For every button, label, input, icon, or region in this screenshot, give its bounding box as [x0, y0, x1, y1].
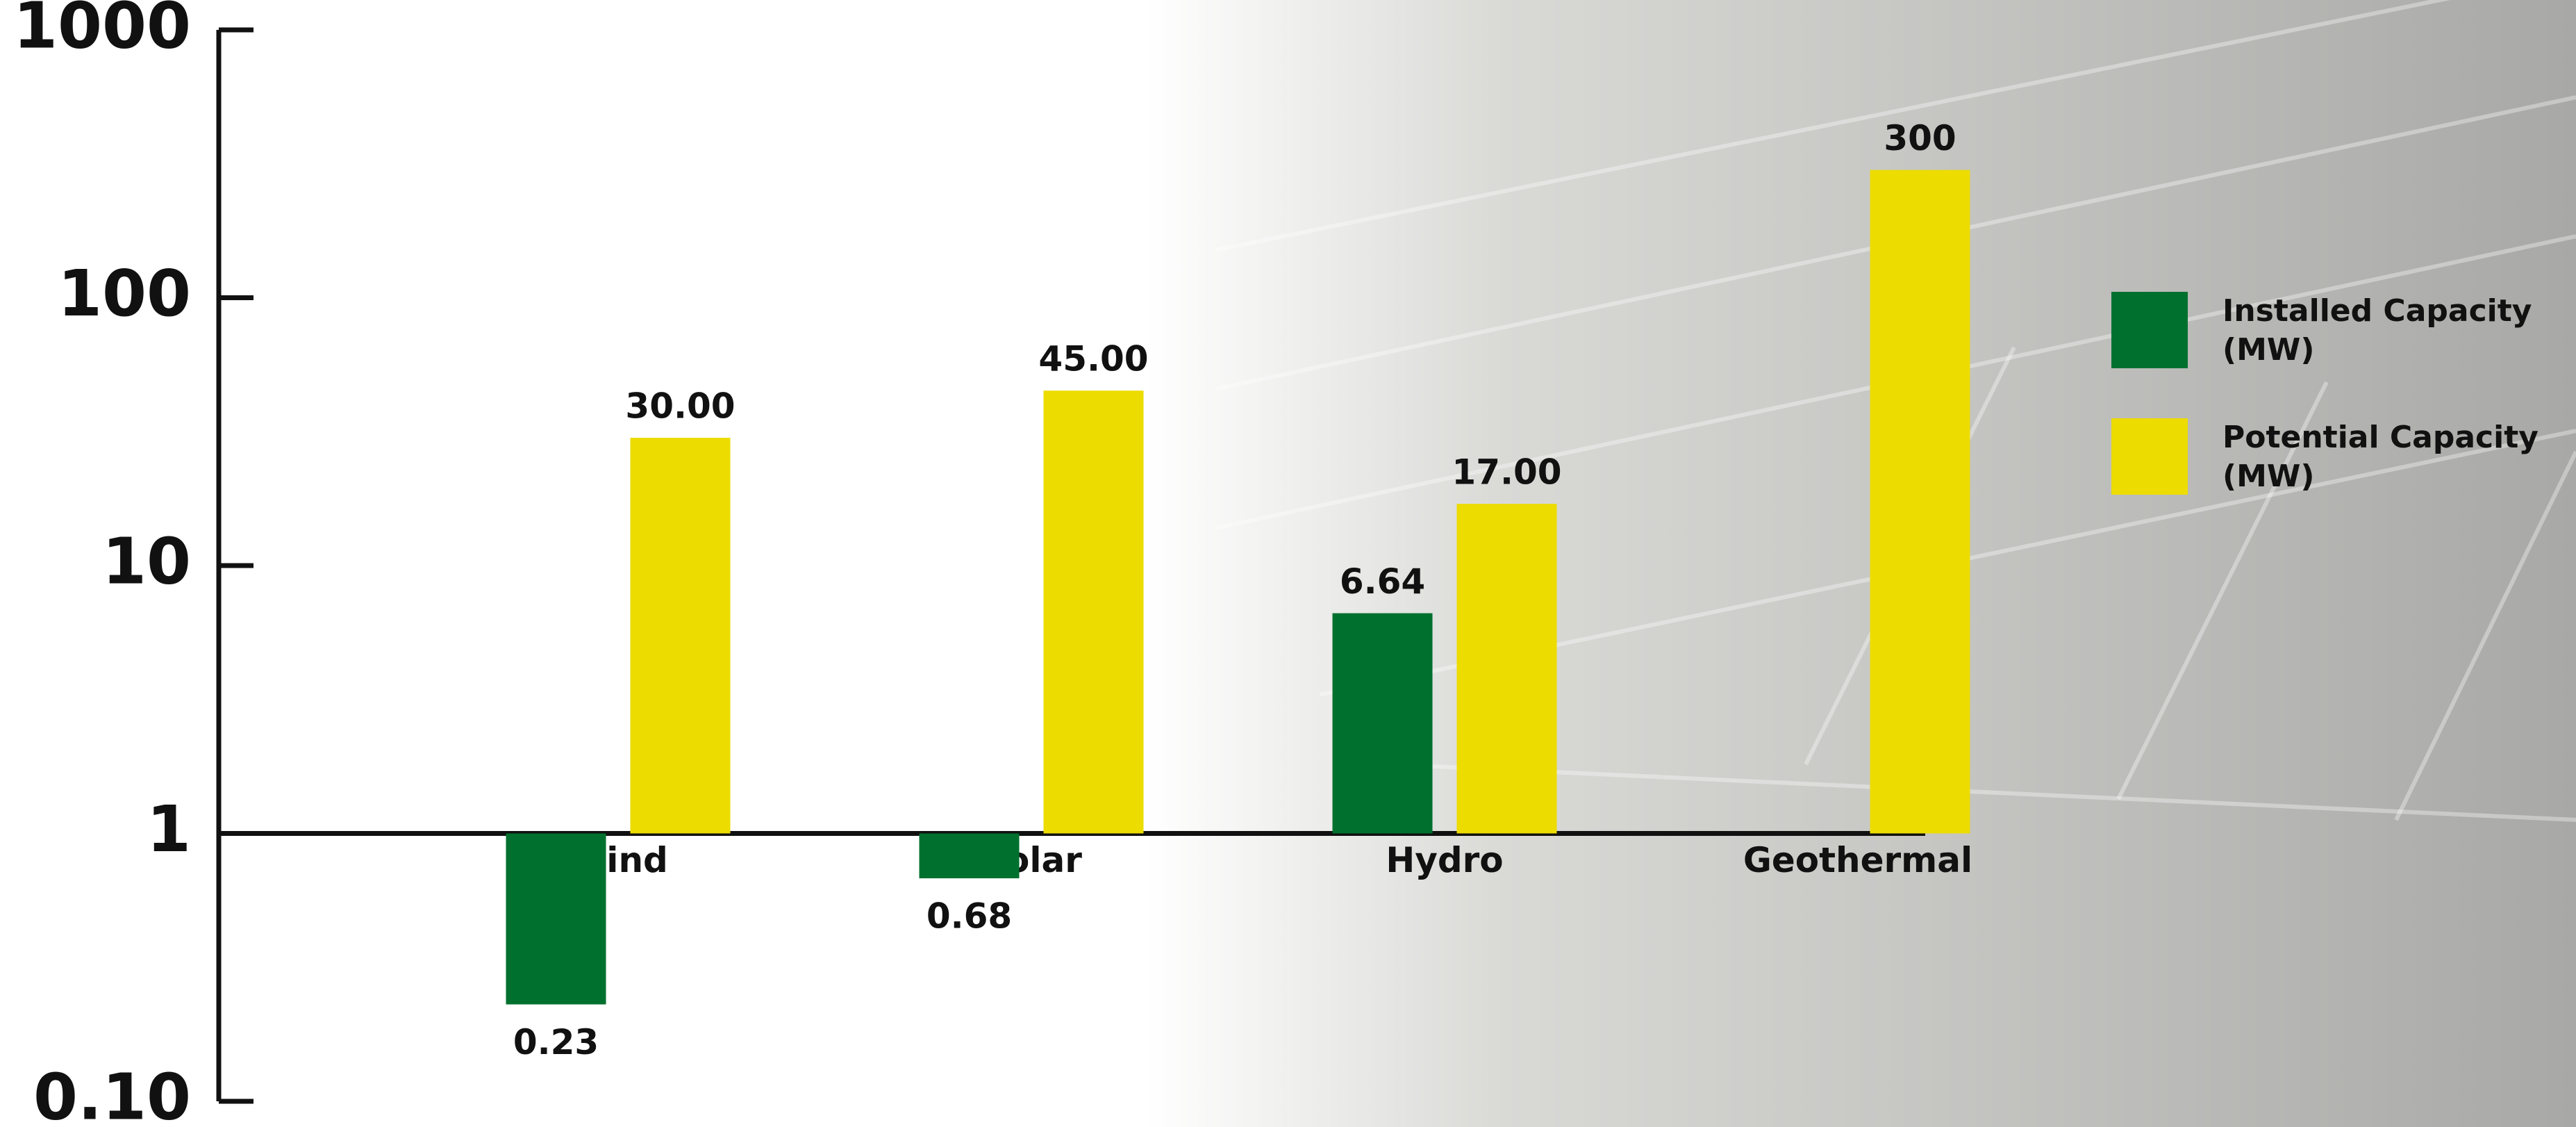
legend: Installed Capacity (MW) Potential Capacit… — [2111, 292, 2570, 545]
y-tick-label: 1000 — [13, 0, 191, 63]
legend-item: Installed Capacity (MW) — [2111, 292, 2570, 370]
data-label: 6.64 — [1340, 561, 1425, 602]
y-tick-label: 10 — [102, 524, 191, 598]
data-label: 300 — [1884, 118, 1956, 158]
bar — [919, 833, 1020, 879]
data-label: 30.00 — [625, 386, 735, 427]
y-tick-label: 100 — [58, 256, 191, 331]
legend-swatch — [2111, 292, 2188, 368]
bar — [630, 438, 731, 834]
y-tick-label: 1 — [147, 792, 191, 866]
bar — [1870, 170, 1970, 834]
legend-label: Installed Capacity (MW) — [2222, 293, 2532, 368]
legend-item: Potential Capacity (MW) — [2111, 418, 2570, 496]
x-tick-label: Geothermal — [1743, 840, 1972, 880]
data-label: 0.23 — [513, 1022, 599, 1062]
bar — [1456, 504, 1557, 834]
data-label: 45.00 — [1038, 339, 1148, 379]
bar — [1043, 390, 1144, 834]
data-label: 17.00 — [1452, 452, 1561, 493]
x-tick-label: Hydro — [1386, 840, 1503, 880]
bar — [1332, 613, 1433, 834]
bar — [506, 833, 606, 1005]
legend-label: Potential Capacity (MW) — [2222, 420, 2538, 494]
legend-swatch — [2111, 418, 2188, 495]
data-label: 0.68 — [926, 896, 1012, 937]
background-photo — [1146, 0, 2576, 1127]
y-tick-label: 0.10 — [33, 1060, 191, 1127]
